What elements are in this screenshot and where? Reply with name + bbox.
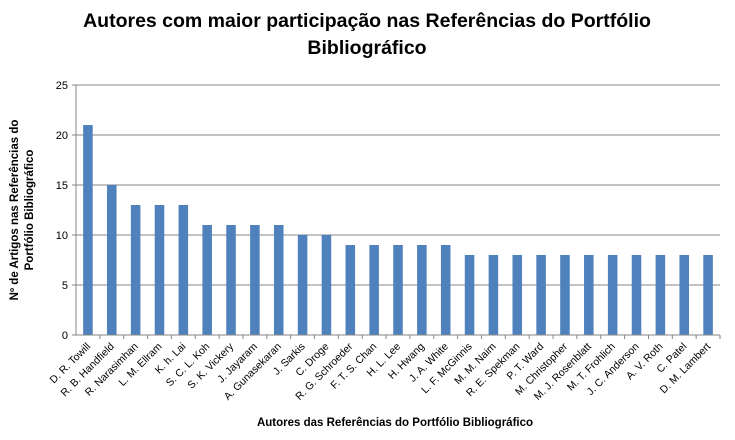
bar (560, 255, 570, 335)
chart-title: Autores com maior participação nas Refer… (83, 10, 651, 32)
bar (679, 255, 689, 335)
bar (369, 245, 379, 335)
bar (154, 205, 165, 335)
bar (440, 245, 451, 335)
bar (178, 205, 189, 335)
bar (512, 255, 523, 335)
bar (226, 225, 236, 335)
y-tick-label: 20 (56, 130, 68, 142)
bar (107, 185, 117, 335)
y-tick-label: 15 (56, 180, 68, 192)
bar (417, 245, 427, 335)
axes (72, 84, 721, 339)
chart-title: Bibliográfico (307, 37, 426, 59)
y-tick-label: 10 (56, 230, 68, 242)
bar (488, 255, 499, 335)
bar (130, 205, 141, 335)
bar (273, 225, 284, 335)
y-tick-label: 5 (62, 280, 68, 292)
bar (464, 255, 475, 335)
bar (393, 245, 403, 335)
bar (584, 255, 594, 335)
bar (607, 255, 618, 335)
y-tick-label: 0 (62, 330, 68, 342)
bar (631, 255, 642, 335)
bar (345, 245, 356, 335)
bar (250, 225, 260, 335)
bar (536, 255, 546, 335)
bar (202, 225, 212, 335)
y-tick-label: 25 (56, 80, 68, 92)
bars (83, 125, 713, 335)
bar (703, 255, 713, 335)
bar (83, 125, 93, 335)
bar (321, 235, 332, 335)
y-axis-label: Nº de Artigos nas Referências do (9, 120, 21, 301)
y-axis-label: Portfólio Bibliográfico (24, 150, 36, 271)
bar (297, 235, 308, 335)
x-axis-label: Autores das Referências do Portfólio Bib… (257, 417, 533, 429)
bar (655, 255, 666, 335)
